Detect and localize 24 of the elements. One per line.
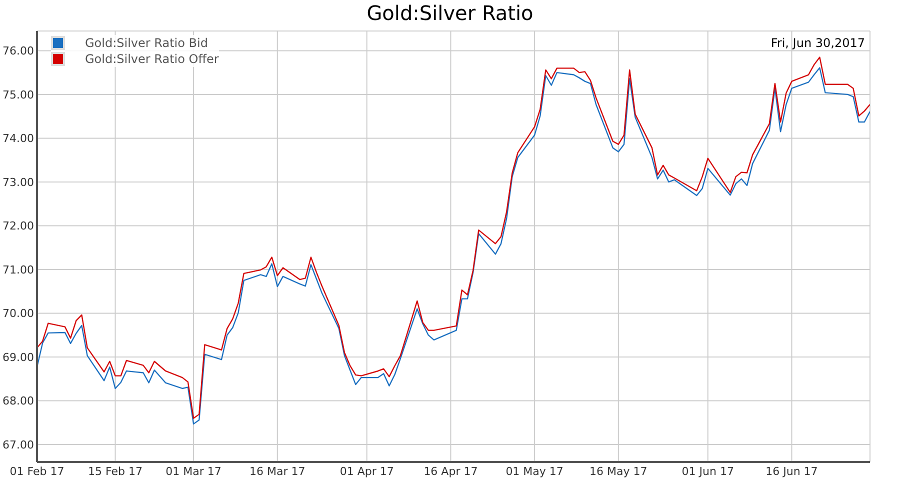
y-tick-label: 74.00 <box>2 132 34 146</box>
legend-label: Gold:Silver Ratio Bid <box>85 36 208 50</box>
y-tick-label: 70.00 <box>2 307 34 320</box>
y-tick-label: 69.00 <box>2 350 34 364</box>
chart-title: Gold:Silver Ratio <box>366 0 534 26</box>
x-tick-label: 15 Feb 17 <box>88 464 143 478</box>
x-tick-label: 16 Jun 17 <box>766 464 818 478</box>
x-tick-label: 16 Mar 17 <box>250 464 306 478</box>
y-tick-label: 71.00 <box>2 263 34 276</box>
x-tick-label: 16 May 17 <box>590 464 648 478</box>
x-tick-label: 01 Mar 17 <box>166 464 222 478</box>
annotation: Fri, Jun 30,2017 <box>770 36 865 50</box>
y-tick-label: 76.00 <box>2 44 34 58</box>
x-tick-label: 16 Apr 17 <box>424 464 478 478</box>
legend-label: Gold:Silver Ratio Offer <box>85 52 219 66</box>
x-tick-label: 01 Jun 17 <box>682 464 734 478</box>
x-tick-label: 01 May 17 <box>506 464 564 478</box>
y-tick-label: 75.00 <box>2 88 34 102</box>
y-tick-label: 72.00 <box>2 220 34 233</box>
y-tick-label: 68.00 <box>2 394 34 408</box>
x-tick-label: 01 Feb 17 <box>10 464 64 478</box>
x-tick-label: 01 Apr 17 <box>340 464 394 478</box>
y-tick-label: 67.00 <box>2 438 34 452</box>
y-tick-label: 73.00 <box>2 176 34 189</box>
